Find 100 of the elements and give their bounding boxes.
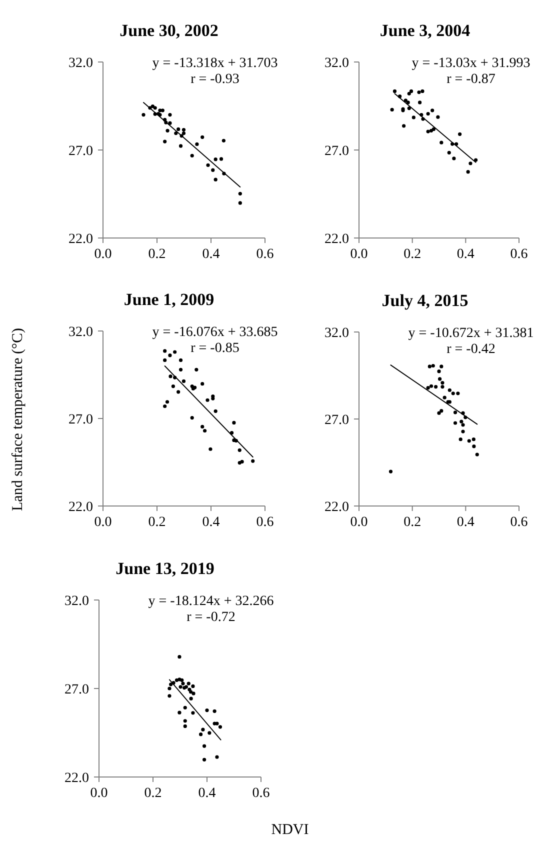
y-tick-label: 32.0 — [68, 56, 93, 71]
point — [440, 385, 444, 389]
x-tick-label: 0.2 — [144, 786, 162, 801]
annotation: y = -10.672x + 31.381 — [408, 326, 534, 341]
point — [461, 430, 465, 434]
point — [407, 106, 411, 110]
point — [451, 392, 455, 396]
annotation: y = -13.318x + 31.703 — [152, 56, 278, 71]
x-axis-title: NDVI — [271, 822, 309, 838]
x-tick-label: 0.6 — [252, 786, 270, 801]
point — [202, 744, 206, 748]
point — [440, 381, 444, 385]
point — [208, 731, 212, 735]
y-tick-label: 22.0 — [64, 770, 89, 786]
x-tick-label: 0.4 — [198, 786, 216, 801]
point — [205, 708, 209, 712]
point — [174, 131, 178, 136]
point — [200, 424, 204, 429]
point — [153, 106, 157, 110]
y-tick-label: 27.0 — [324, 144, 349, 159]
x-tick-label: 0.2 — [148, 515, 166, 530]
point — [475, 452, 479, 456]
x-tick-label: 0.4 — [202, 247, 220, 262]
point — [440, 364, 444, 368]
point — [438, 377, 442, 381]
point — [212, 709, 216, 713]
point — [206, 398, 210, 402]
point — [472, 438, 476, 442]
point — [168, 354, 172, 358]
y-tick-label: 32.0 — [64, 594, 89, 609]
chart-title: June 13, 2019 — [116, 559, 214, 578]
point — [189, 696, 193, 700]
point — [169, 682, 173, 686]
point — [412, 116, 416, 120]
point — [431, 364, 435, 368]
point — [176, 127, 180, 132]
point — [458, 132, 462, 136]
point — [214, 178, 218, 182]
point — [453, 410, 458, 414]
y-tick-label: 22.0 — [68, 500, 93, 515]
point — [238, 201, 242, 205]
y-tick-label: 27.0 — [68, 412, 93, 428]
point — [195, 142, 199, 146]
chart-title: June 30, 2002 — [120, 21, 218, 40]
point — [194, 368, 198, 372]
point — [472, 444, 476, 448]
point — [251, 459, 255, 463]
chart-title: July 4, 2015 — [382, 291, 468, 310]
y-tick-label: 22.0 — [324, 500, 349, 515]
point — [163, 404, 167, 408]
point — [426, 386, 430, 390]
point — [200, 382, 204, 386]
point — [440, 140, 444, 144]
point — [215, 722, 219, 726]
point — [442, 396, 446, 400]
point — [191, 711, 195, 715]
x-tick-label: 0.6 — [510, 247, 528, 262]
point — [178, 368, 183, 372]
point — [168, 374, 172, 378]
y-tick-label: 27.0 — [64, 682, 89, 698]
chart-title: June 3, 2004 — [380, 21, 471, 40]
point — [402, 124, 406, 128]
point — [420, 89, 424, 94]
y-tick-label: 32.0 — [68, 324, 93, 340]
point — [163, 358, 167, 362]
annotation: r = -0.72 — [186, 610, 236, 625]
x-tick-label: 0.0 — [94, 247, 112, 262]
point — [388, 470, 393, 474]
y-tick-label: 32.0 — [324, 326, 349, 341]
point — [426, 112, 430, 116]
point — [163, 140, 167, 144]
point — [214, 158, 218, 162]
point — [437, 370, 441, 374]
x-tick-label: 0.0 — [350, 247, 368, 262]
point — [458, 438, 462, 442]
point — [208, 447, 212, 451]
x-tick-label: 0.4 — [456, 247, 474, 262]
point — [461, 423, 465, 427]
point — [190, 416, 194, 420]
annotation: y = -16.076x + 33.685 — [152, 325, 278, 340]
point — [238, 448, 242, 452]
point — [238, 192, 242, 196]
point — [417, 90, 421, 94]
x-tick-label: 0.2 — [404, 247, 422, 262]
point — [163, 349, 167, 353]
annotation: y = -18.124x + 32.266 — [148, 594, 274, 609]
point — [183, 724, 187, 728]
point — [409, 89, 414, 94]
annotation: r = -0.85 — [190, 341, 240, 356]
point — [160, 108, 164, 112]
point — [168, 113, 172, 117]
point — [178, 685, 182, 689]
point — [202, 428, 207, 433]
point — [390, 108, 394, 112]
point — [215, 755, 219, 759]
point — [180, 678, 184, 682]
x-tick-label: 0.4 — [456, 515, 474, 530]
annotation: r = -0.42 — [446, 342, 496, 357]
point — [192, 692, 196, 696]
point — [232, 420, 236, 424]
